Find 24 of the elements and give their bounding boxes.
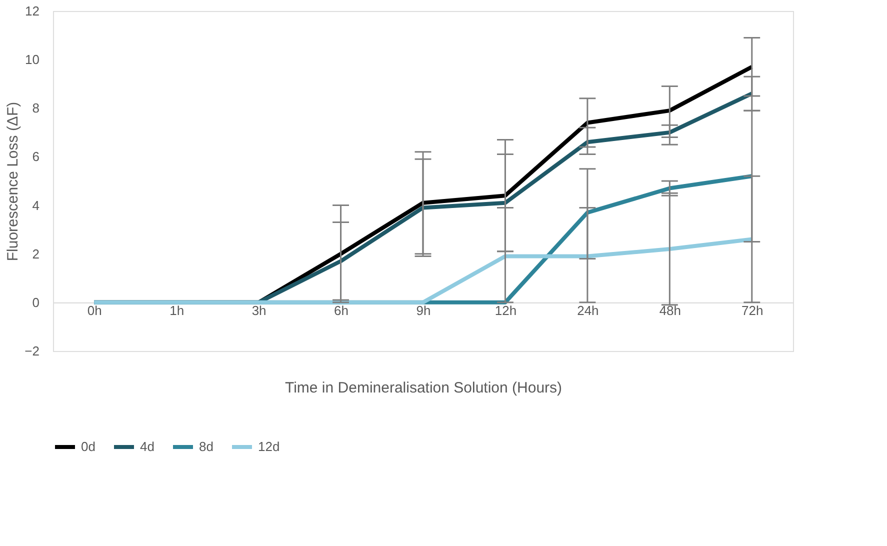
- x-tick-label: 3h: [252, 302, 266, 318]
- x-tick-label: 72h: [742, 302, 764, 318]
- y-tick-label: 4: [32, 198, 40, 213]
- x-tick-label: 24h: [577, 302, 599, 318]
- y-tick-label: 6: [32, 149, 40, 164]
- y-tick-label: 10: [25, 52, 40, 68]
- legend-label: 8d: [199, 439, 214, 454]
- y-tick-label: −2: [24, 344, 40, 358]
- x-axis-title: Time in Demineralisation Solution (Hours): [284, 380, 562, 396]
- x-tick-label: 9h: [416, 302, 431, 318]
- legend-label: 4d: [140, 439, 154, 454]
- x-tick-label: 6h: [334, 302, 349, 318]
- x-tick-label: 48h: [659, 302, 682, 318]
- y-tick-label: 8: [32, 100, 40, 116]
- x-tick-label: 0h: [87, 302, 102, 318]
- y-axis-title: Fluorescence Loss (ΔF): [4, 102, 22, 262]
- legend-label: 0d: [81, 439, 96, 454]
- x-tick-label: 12h: [494, 302, 517, 318]
- legend-label: 12d: [258, 439, 280, 454]
- line-series: [92, 237, 754, 304]
- x-tick-label: 1h: [170, 302, 184, 318]
- y-tick-label: 0: [32, 294, 40, 310]
- y-tick-label: 12: [25, 4, 40, 18]
- y-tick-label: 2: [32, 246, 40, 262]
